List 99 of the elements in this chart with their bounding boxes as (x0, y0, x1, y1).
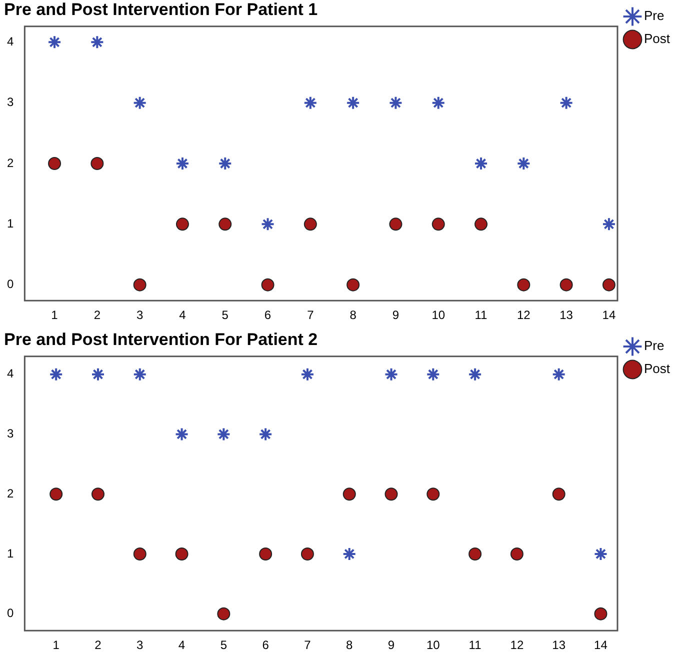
point (342, 488, 356, 501)
x-tick-label: 6 (264, 308, 272, 322)
x-tick-label: 4 (179, 308, 186, 322)
x-tick-label: 5 (222, 308, 229, 322)
y-tick-label: 0 (6, 277, 14, 292)
x-tick-label: 2 (94, 308, 101, 322)
point (304, 218, 317, 231)
point (259, 547, 272, 560)
y-tick-label: 2 (6, 156, 14, 170)
y-tick-label: 4 (6, 34, 14, 48)
point (468, 367, 482, 382)
point (342, 546, 356, 561)
point (431, 96, 446, 110)
point (303, 96, 318, 110)
x-tick-label: 6 (262, 638, 270, 652)
point (389, 218, 402, 231)
point (384, 367, 398, 382)
point (300, 547, 314, 560)
x-tick-label: 9 (388, 638, 395, 652)
y-tick-label: 3 (6, 95, 14, 110)
x-tick-label: 3 (136, 638, 144, 652)
point (90, 157, 104, 170)
point (594, 546, 608, 561)
point (602, 278, 616, 292)
x-tick-label: 11 (474, 308, 488, 322)
point (426, 488, 440, 501)
x-tick-label: 12 (516, 308, 531, 322)
point (346, 96, 360, 110)
point (218, 156, 232, 170)
point (175, 547, 188, 560)
legend-label: Post (644, 31, 670, 46)
point (346, 278, 360, 292)
point (258, 427, 273, 442)
x-tick-label: 10 (432, 308, 446, 322)
x-tick-label: 4 (178, 638, 186, 652)
point (468, 547, 482, 560)
point (260, 217, 275, 232)
point (474, 156, 488, 170)
point (552, 488, 566, 501)
point (90, 35, 104, 50)
point (388, 96, 403, 110)
point (175, 156, 190, 170)
point (384, 488, 398, 501)
chart-title: Pre and Post Intervention For Patient 2 (4, 330, 318, 349)
point (474, 218, 488, 231)
point (132, 96, 147, 110)
legend-label: Pre (644, 338, 664, 354)
point (90, 367, 105, 382)
point (50, 488, 63, 501)
point (48, 35, 62, 50)
point (217, 607, 230, 620)
x-tick-label: 7 (304, 638, 312, 652)
point (594, 607, 608, 620)
point (552, 367, 566, 382)
point (516, 156, 531, 170)
point (300, 367, 314, 382)
x-tick-label: 11 (468, 638, 482, 652)
point (560, 278, 573, 292)
point (176, 218, 189, 231)
chart-title: Pre and Post Intervention For Patient 1 (4, 0, 318, 19)
legend-label: Pre (644, 8, 664, 24)
x-tick-label: 14 (602, 308, 616, 322)
x-tick-label: 1 (52, 638, 60, 652)
point (216, 427, 231, 442)
x-tick-label: 10 (426, 638, 440, 652)
point (559, 96, 574, 110)
point (49, 367, 64, 382)
x-tick-label: 8 (350, 308, 357, 322)
x-tick-label: 14 (594, 638, 608, 652)
y-tick-label: 1 (6, 546, 14, 560)
point (218, 218, 232, 231)
y-tick-label: 0 (6, 606, 14, 620)
x-tick-label: 3 (136, 308, 144, 322)
x-tick-label: 13 (552, 638, 566, 652)
point (261, 278, 274, 292)
y-tick-label: 1 (6, 216, 14, 230)
point (426, 367, 440, 382)
x-tick-label: 5 (220, 638, 228, 652)
x-tick-label: 9 (392, 308, 400, 322)
point (432, 218, 445, 231)
point (48, 157, 62, 170)
x-tick-label: 12 (510, 638, 524, 652)
y-tick-label: 2 (6, 486, 14, 500)
point (91, 488, 104, 501)
y-tick-label: 4 (6, 366, 14, 381)
point (133, 278, 146, 292)
x-tick-label: 8 (346, 638, 354, 652)
x-tick-label: 2 (94, 638, 102, 652)
legend-label: Post (644, 361, 670, 376)
point (174, 427, 189, 442)
point (133, 547, 146, 560)
x-tick-label: 7 (307, 308, 314, 322)
x-tick-label: 13 (560, 308, 574, 322)
y-tick-label: 3 (6, 426, 14, 441)
x-tick-label: 1 (51, 308, 58, 322)
point (510, 547, 524, 560)
point (517, 278, 530, 292)
point (132, 367, 147, 382)
point (602, 217, 616, 232)
